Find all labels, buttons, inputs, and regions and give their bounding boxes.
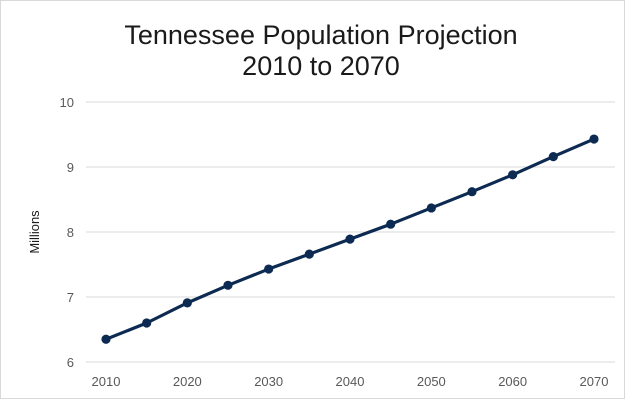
y-tick-label: 8 (67, 225, 74, 240)
data-point (548, 152, 558, 162)
x-tick-label: 2060 (498, 374, 527, 389)
data-point (589, 134, 599, 144)
data-point (508, 170, 518, 180)
chart-title-line2: 2010 to 2070 (242, 51, 400, 81)
data-point (467, 187, 477, 197)
x-tick-label: 2030 (254, 374, 283, 389)
chart-title-line1: Tennessee Population Projection (124, 20, 518, 50)
data-point (426, 203, 436, 213)
x-tick-label: 2050 (417, 374, 446, 389)
data-point (264, 264, 274, 274)
y-tick-label: 6 (67, 355, 74, 370)
y-tick-label: 9 (67, 160, 74, 175)
y-tick-label: 7 (67, 290, 74, 305)
x-tick-label: 2010 (92, 374, 121, 389)
data-point (142, 318, 152, 328)
data-point (304, 249, 314, 259)
x-tick-label: 2040 (336, 374, 365, 389)
data-point (182, 298, 192, 308)
chart-title: Tennessee Population Projection 2010 to … (1, 20, 625, 82)
y-tick-label: 10 (60, 95, 74, 110)
y-axis-title: Millions (27, 210, 42, 254)
x-tick-label: 2020 (173, 374, 202, 389)
x-tick-label: 2070 (580, 374, 609, 389)
data-point (101, 334, 111, 344)
data-point (345, 234, 355, 244)
data-point (223, 280, 233, 290)
data-point (386, 219, 396, 229)
